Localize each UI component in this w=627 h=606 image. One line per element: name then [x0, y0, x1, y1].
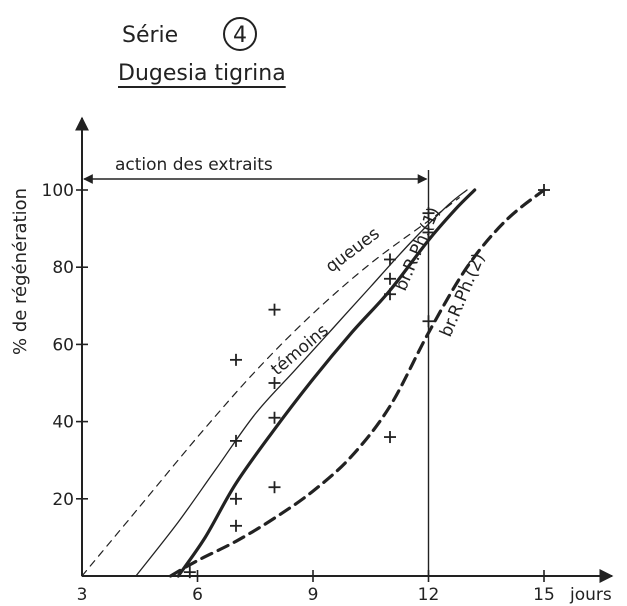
y-ticks: 20 40 60 80 100 [42, 181, 88, 510]
data-point [230, 492, 242, 505]
x-tick-label: 6 [192, 585, 203, 605]
title-number-circle [223, 17, 257, 51]
points-layer [183, 184, 550, 579]
series-line-2 [135, 189, 468, 577]
y-tick-label: 20 [52, 490, 74, 510]
data-point [268, 411, 281, 424]
annotation-action: action des extraits [83, 155, 430, 576]
y-tick-label: 60 [52, 335, 74, 355]
x-tick-label: 9 [308, 585, 319, 605]
label-queues: queues [322, 224, 384, 277]
data-point [422, 207, 435, 220]
data-point [422, 315, 435, 328]
annotation-label: action des extraits [115, 155, 273, 175]
data-point [230, 519, 242, 532]
data-point [230, 434, 242, 447]
series-layer [81, 188, 546, 578]
data-point [384, 272, 396, 285]
title-species: Dugesia tigrina [118, 61, 286, 86]
data-point [384, 288, 396, 301]
data-point [422, 226, 435, 239]
y-axis-label: % de régénération [10, 188, 31, 355]
series-line-4 [169, 188, 546, 578]
x-tick-label: 3 [77, 585, 88, 605]
data-point [384, 253, 396, 266]
y-tick-label: 80 [52, 258, 74, 278]
data-point [268, 377, 281, 389]
data-point [268, 481, 281, 494]
series-line-1 [81, 197, 460, 577]
label-temoins: témoins [267, 320, 332, 379]
y-tick-label: 100 [42, 181, 74, 201]
series-line-3 [176, 188, 477, 578]
y-tick-label: 40 [52, 413, 74, 433]
data-point [268, 303, 281, 316]
data-point [230, 353, 242, 366]
x-tick-label: 15 [533, 585, 555, 605]
title-series-number: 4 [233, 23, 247, 48]
label-br-r-ph-2: br.R.Ph.(2) [436, 250, 489, 340]
data-point [538, 184, 550, 196]
data-point [384, 431, 396, 444]
x-axis-label: jours [569, 585, 612, 605]
chart-title: Série 4 Dugesia tigrina [118, 17, 286, 88]
x-ticks: 3 6 9 12 15 [77, 570, 555, 605]
x-tick-label: 12 [418, 585, 440, 605]
title-serie-label: Série [122, 23, 178, 48]
label-br-r-ph-1: br.R.Ph.(1) [391, 204, 444, 294]
data-point [183, 566, 196, 579]
